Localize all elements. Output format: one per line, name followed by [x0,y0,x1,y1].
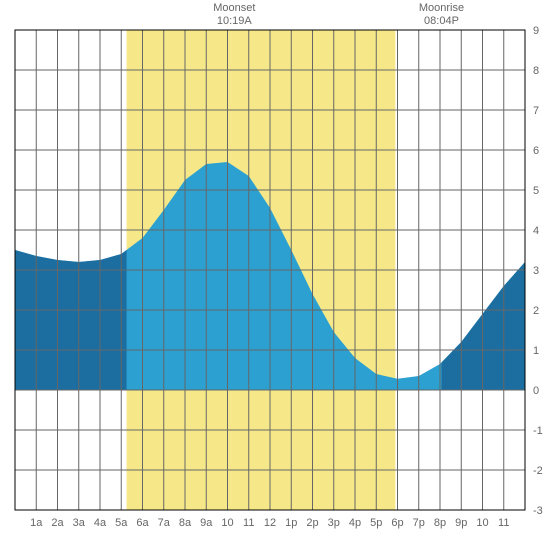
tide-chart-svg: -3-2-101234567891a2a3a4a5a6a7a8a9a101112… [0,0,550,550]
svg-text:9: 9 [533,25,539,37]
svg-text:8: 8 [533,65,539,77]
svg-text:-3: -3 [533,505,543,517]
svg-text:7p: 7p [413,517,425,529]
svg-text:7: 7 [533,105,539,117]
svg-text:5a: 5a [115,517,128,529]
svg-text:2a: 2a [51,517,64,529]
moonrise-time: 08:04P [424,15,459,27]
svg-text:-1: -1 [533,425,543,437]
svg-text:11: 11 [243,517,254,529]
svg-text:1: 1 [533,345,539,357]
svg-text:6a: 6a [136,517,149,529]
svg-text:8a: 8a [179,517,192,529]
svg-text:-2: -2 [533,465,543,477]
svg-text:9a: 9a [200,517,213,529]
svg-text:2: 2 [533,305,539,317]
svg-text:5p: 5p [370,517,382,529]
svg-text:3: 3 [533,265,539,277]
moonset-label: Moonset 10:19A [213,2,255,28]
svg-text:10: 10 [221,517,233,529]
svg-text:9p: 9p [455,517,467,529]
svg-text:0: 0 [533,385,539,397]
moonrise-label: Moonrise 08:04P [419,2,464,28]
svg-text:5: 5 [533,185,539,197]
svg-text:8p: 8p [434,517,446,529]
svg-text:2p: 2p [306,517,318,529]
svg-text:3p: 3p [328,517,340,529]
svg-text:3a: 3a [73,517,86,529]
svg-text:12: 12 [264,517,276,529]
svg-text:6: 6 [533,145,539,157]
svg-text:7a: 7a [158,517,171,529]
moonrise-title: Moonrise [419,2,464,14]
svg-text:4a: 4a [94,517,107,529]
svg-text:1p: 1p [285,517,297,529]
tide-chart: -3-2-101234567891a2a3a4a5a6a7a8a9a101112… [0,0,550,550]
moonset-time: 10:19A [217,15,252,27]
svg-text:6p: 6p [391,517,403,529]
moonset-title: Moonset [213,2,255,14]
svg-text:4p: 4p [349,517,361,529]
svg-text:4: 4 [533,225,539,237]
svg-text:11: 11 [498,517,509,529]
svg-text:1a: 1a [30,517,43,529]
svg-text:10: 10 [476,517,488,529]
